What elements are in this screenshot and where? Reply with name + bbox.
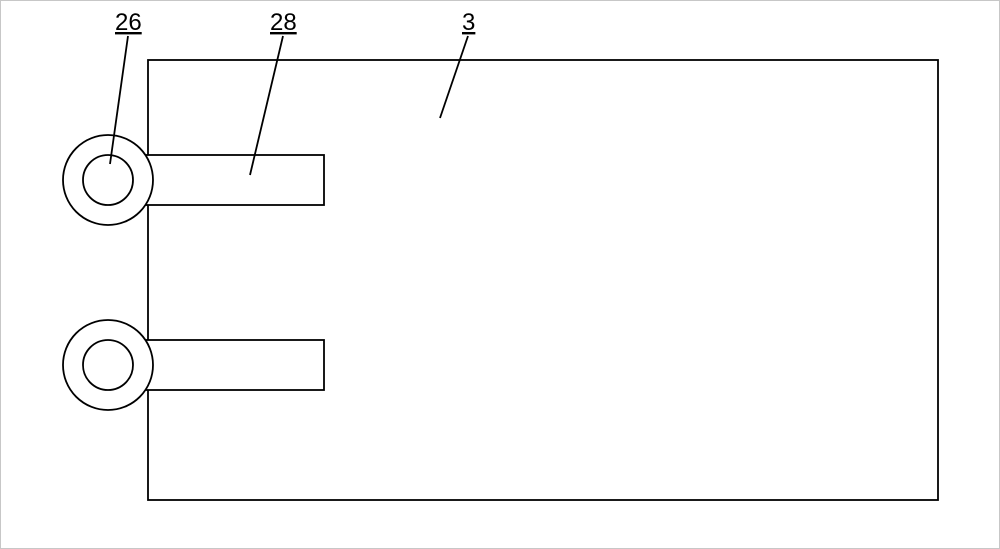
technical-diagram: 26 28 3 [0,0,1000,549]
label-26: 26 [115,9,142,36]
hinge-ring-outer-1 [63,320,153,410]
hinge-ring-outer-0 [63,135,153,225]
label-3: 3 [462,9,475,36]
label-28: 28 [270,9,297,36]
main-plate [148,60,938,500]
